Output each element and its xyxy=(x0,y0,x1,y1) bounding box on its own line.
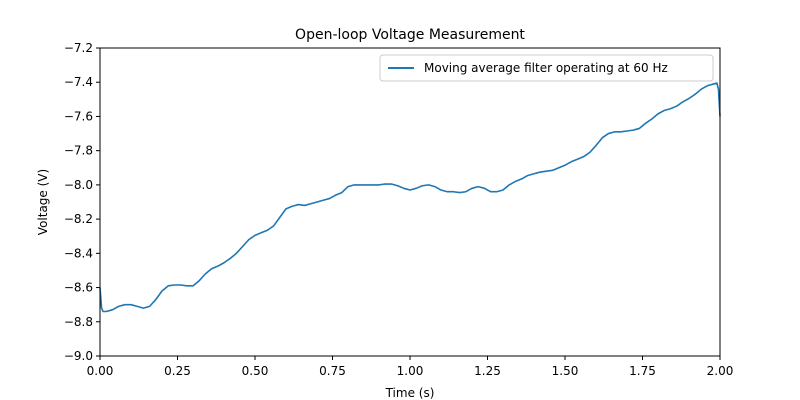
y-tick-label: −7.8 xyxy=(64,144,93,158)
plot-area-frame xyxy=(99,47,721,357)
x-tick-label: 1.00 xyxy=(397,364,424,378)
x-tick-label: 0.50 xyxy=(242,364,269,378)
x-axis-label: Time (s) xyxy=(385,386,435,400)
x-tick-label: 1.50 xyxy=(552,364,579,378)
y-tick-label: −8.8 xyxy=(64,315,93,329)
legend-box xyxy=(379,54,714,82)
y-tick-label: −7.4 xyxy=(64,75,93,89)
series-layer xyxy=(99,82,721,313)
x-tick-label: 0.25 xyxy=(164,364,191,378)
x-tick-label: 0.00 xyxy=(87,364,114,378)
y-tick-label: −7.6 xyxy=(64,109,93,123)
y-tick-label: −8.4 xyxy=(64,246,93,260)
x-tick-label: 2.00 xyxy=(707,364,734,378)
y-tick-label: −7.2 xyxy=(64,41,93,55)
legend-entry-label: Moving average filter operating at 60 Hz xyxy=(424,61,668,75)
chart-title: Open-loop Voltage Measurement xyxy=(295,27,525,43)
y-tick-label: −8.0 xyxy=(64,178,93,192)
y-tick-label: −8.6 xyxy=(64,281,93,295)
y-tick-label: −8.2 xyxy=(64,212,93,226)
series-line xyxy=(99,82,721,313)
axis-ticks: 0.00 0.25 0.50 0.75 1.00 1.25 1.50 1.75 2.00 −9.0… xyxy=(64,41,734,378)
y-axis-label: Voltage (V) xyxy=(36,169,50,235)
y-tick-label: −9.0 xyxy=(64,349,93,363)
x-tick-label: 1.75 xyxy=(629,364,656,378)
legend: Moving average filter operating at 60 Hz xyxy=(379,54,714,82)
x-tick-label: 0.75 xyxy=(319,364,346,378)
x-tick-label: 1.25 xyxy=(474,364,501,378)
